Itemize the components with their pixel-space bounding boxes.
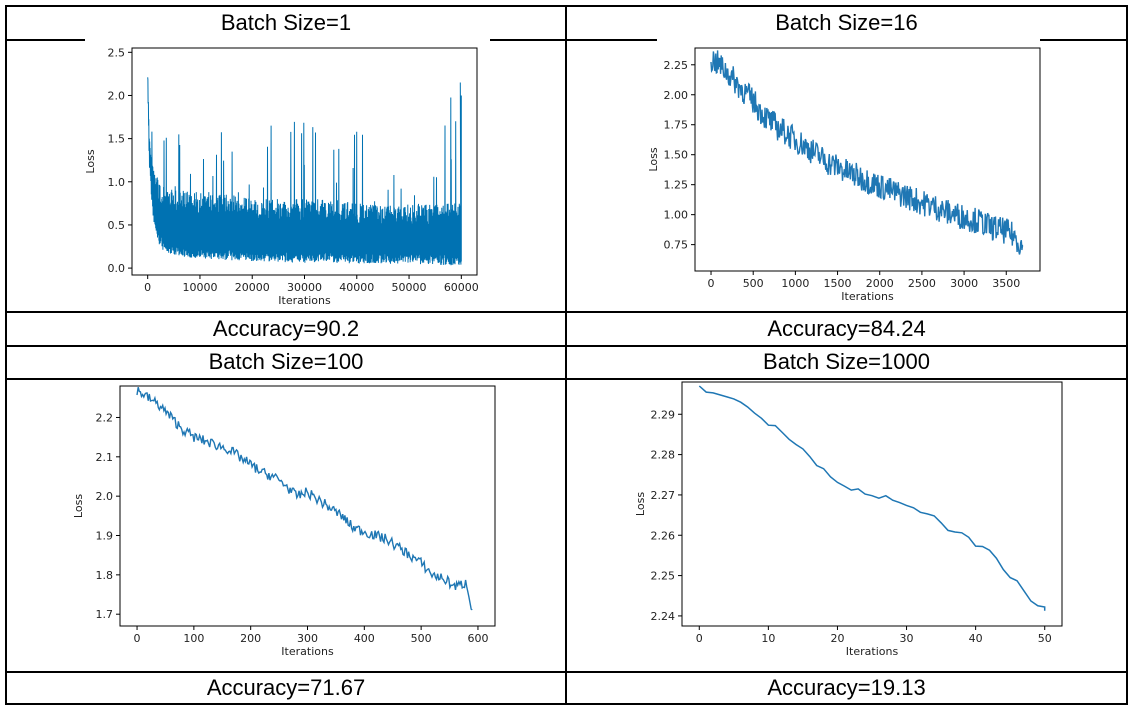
x-axis-label: Iterations [278,294,331,307]
x-tick-label: 40 [969,632,983,645]
loss-chart-batch-100: 0 100 200 300 400 500 600 1.7 1.8 1.9 2.0 2.1 2.2 Ite… [72,385,496,658]
y-tick-label: 2.00 [664,89,689,102]
x-tick-label: 3500 [992,277,1020,290]
plot-frame [119,385,496,627]
x-tick-label: 20 [830,632,844,645]
y-tick-label: 2.1 [96,451,114,464]
x-tick-label: 1500 [824,277,852,290]
y-tick-label: 1.5 [108,133,126,146]
y-tick-label: 1.9 [96,530,114,543]
x-axis-label: Iterations [846,645,899,658]
y-axis-label: Loss [84,149,97,173]
cell-accuracy-bs1000: Accuracy=19.13 [767,675,926,700]
x-tick-label: 60000 [444,281,479,294]
y-tick-label: 0.0 [108,262,126,275]
x-axis-label: Iterations [281,645,334,658]
table-border-row1 [5,39,85,41]
cell-title-bs1000: Batch Size=1000 [763,349,930,374]
x-tick-label: 10 [761,632,775,645]
y-tick-label: 1.0 [108,176,126,189]
x-tick-label: 100 [183,632,204,645]
cell-title-bs16: Batch Size=16 [775,10,918,35]
y-tick-label: 2.29 [651,408,676,421]
table-border-right [1126,5,1128,705]
x-tick-label: 400 [354,632,375,645]
y-tick-label: 2.28 [651,449,676,462]
x-tick-label: 300 [297,632,318,645]
plot-frame [681,381,1063,627]
x-tick-label: 50 [1038,632,1052,645]
y-tick-label: 2.0 [108,89,126,102]
x-tick-label: 600 [467,632,488,645]
y-tick-label: 1.75 [664,119,689,132]
x-tick-label: 30000 [287,281,322,294]
x-tick-label: 0 [708,277,715,290]
loss-chart-batch-16: 0 500 1000 1500 2000 2500 3000 3500 0.75 1.00 1.25… [647,47,1041,303]
y-tick-label: 1.25 [664,179,689,192]
x-tick-label: 3000 [950,277,978,290]
y-tick-label: 2.25 [664,59,689,72]
x-tick-label: 500 [743,277,764,290]
y-axis-label: Loss [634,492,647,516]
y-tick-label: 1.00 [664,209,689,222]
y-tick-label: 2.5 [108,46,126,59]
x-tick-label: 1000 [781,277,809,290]
y-tick-label: 0.75 [664,239,689,252]
table-border-row1c [567,39,657,41]
y-tick-label: 1.50 [664,149,689,162]
x-tick-label: 2500 [908,277,936,290]
y-axis-label: Loss [647,147,660,171]
y-tick-label: 1.7 [96,608,114,621]
y-tick-label: 2.25 [651,570,676,583]
cell-title-bs100: Batch Size=100 [208,349,364,374]
y-tick-label: 2.27 [651,489,676,502]
y-tick-label: 2.24 [651,610,676,623]
x-tick-label: 2000 [866,277,894,290]
cell-accuracy-bs16: Accuracy=84.24 [767,316,926,341]
y-axis-label: Loss [72,494,85,518]
x-tick-label: 500 [411,632,432,645]
table-border-left [5,5,7,705]
x-tick-label: 0 [134,632,141,645]
x-tick-label: 10000 [182,281,217,294]
loss-series-line [698,385,1046,611]
loss-chart-batch-1: 0 10000 20000 30000 40000 50000 60000 0.0 0.5 1.0… [84,46,479,307]
x-tick-label: 50000 [392,281,427,294]
cell-accuracy-bs1: Accuracy=90.2 [212,316,360,341]
y-tick-label: 0.5 [108,219,126,232]
x-tick-label: 0 [696,632,703,645]
y-tick-label: 2.26 [651,529,676,542]
x-tick-label: 200 [240,632,261,645]
loss-series-line [136,387,473,611]
x-tick-label: 20000 [235,281,270,294]
loss-series-line [147,77,462,266]
loss-chart-batch-1000: 0 10 20 30 40 50 2.24 2.25 2.26 2.27 2.28 2.29 Itera… [634,381,1063,658]
loss-series-line [710,50,1024,255]
plot-frame [694,47,1041,272]
y-tick-label: 1.8 [96,569,114,582]
cell-title-bs1: Batch Size=1 [220,10,352,35]
table-border-row1b [490,39,567,41]
x-axis-label: Iterations [841,290,894,303]
x-tick-label: 40000 [339,281,374,294]
x-tick-label: 0 [144,281,151,294]
table-border-mid [565,5,567,705]
table-border-row1d [1040,39,1128,41]
x-tick-label: 30 [900,632,914,645]
y-tick-label: 2.0 [96,490,114,503]
cell-accuracy-bs100: Accuracy=71.67 [206,675,366,700]
y-tick-label: 2.2 [96,411,114,424]
